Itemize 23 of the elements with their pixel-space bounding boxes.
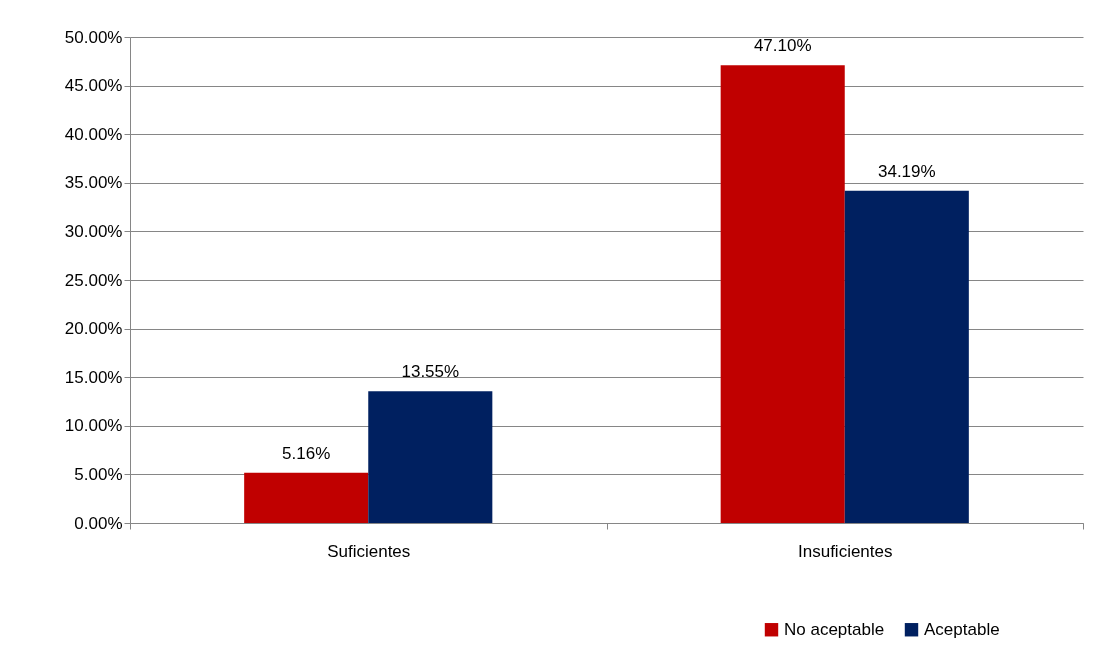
bar [844,190,969,523]
bar [244,472,369,523]
y-tick-label: 30.00% [64,221,123,241]
y-tick-label: 15.00% [64,367,123,387]
legend-label: Aceptable [924,619,1000,639]
y-tick-label: 45.00% [64,76,123,96]
x-tick-label: Insuficientes [798,541,893,561]
data-label: 47.10% [753,36,812,56]
bar [368,391,493,523]
y-tick-label: 5.00% [74,464,123,484]
data-label: 34.19% [877,161,936,181]
legend-label: No aceptable [784,619,885,639]
y-tick-label: 35.00% [64,173,123,193]
y-tick-label: 40.00% [64,124,123,144]
y-tick-label: 0.00% [74,513,123,533]
bar [720,65,845,523]
x-tick-label: Suficientes [327,541,411,561]
y-tick-label: 20.00% [64,319,123,339]
data-label: 5.16% [282,443,331,463]
y-tick-label: 50.00% [64,27,123,47]
y-tick-label: 10.00% [64,416,123,436]
y-tick-label: 25.00% [64,270,123,290]
data-label: 13.55% [401,362,460,382]
